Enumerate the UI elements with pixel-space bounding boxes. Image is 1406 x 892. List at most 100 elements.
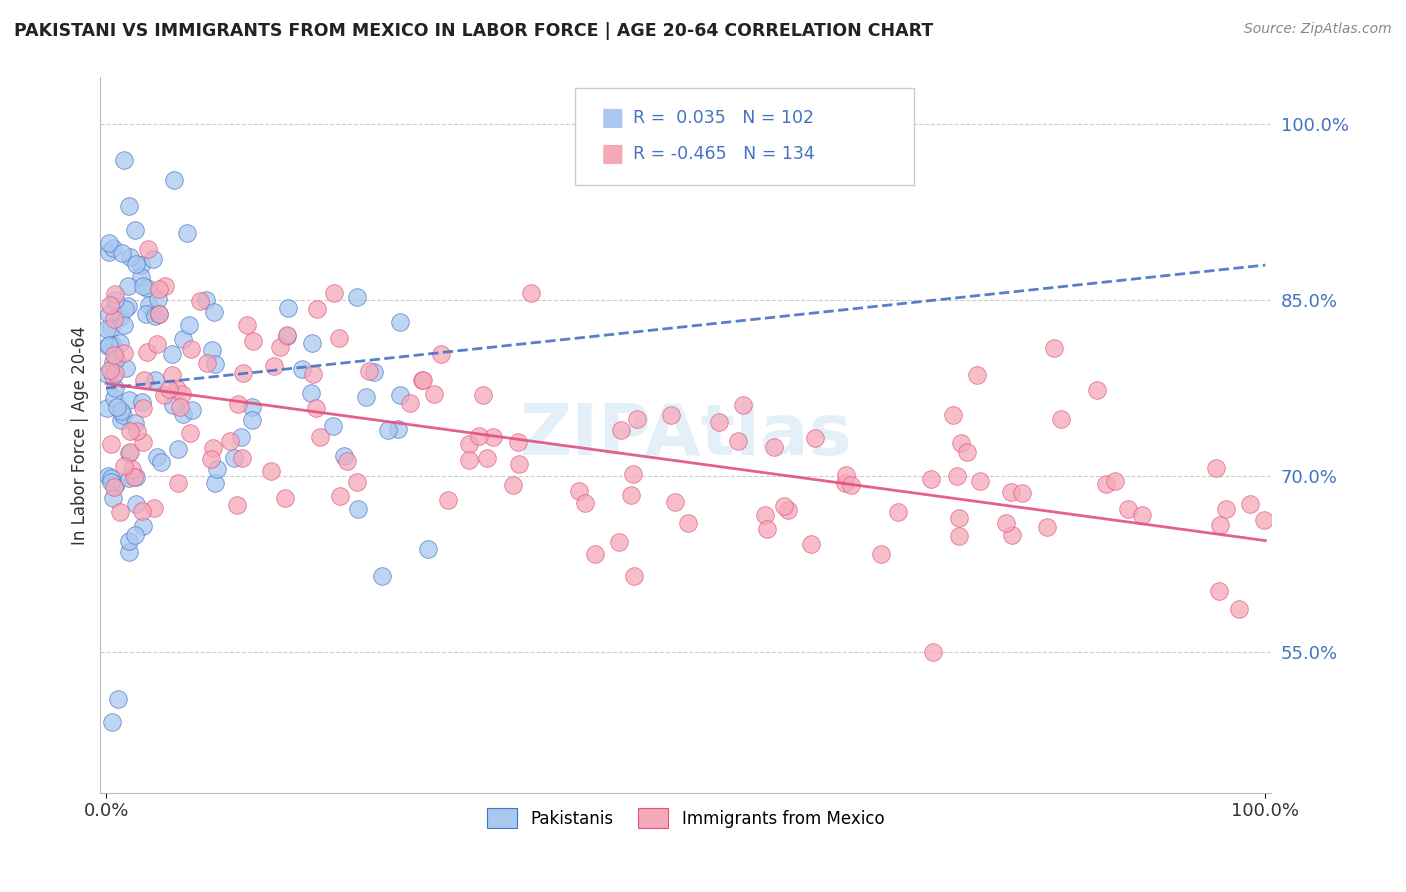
Point	[125, 470, 148, 484]
Point	[101, 369, 124, 384]
Point	[1116, 501, 1139, 516]
Point	[301, 335, 323, 350]
Point	[772, 500, 794, 514]
Point	[124, 527, 146, 541]
Point	[276, 328, 298, 343]
Point	[430, 346, 453, 360]
Point	[195, 356, 218, 370]
Point	[120, 444, 142, 458]
Point	[169, 400, 191, 414]
Point	[921, 645, 943, 659]
Point	[121, 462, 143, 476]
Point	[118, 199, 141, 213]
Point	[302, 367, 325, 381]
Point	[920, 472, 942, 486]
Point	[835, 468, 858, 483]
Point	[143, 309, 166, 323]
Point	[398, 396, 420, 410]
Point	[98, 298, 121, 312]
Point	[107, 691, 129, 706]
Point	[948, 529, 970, 543]
Point	[146, 337, 169, 351]
Point	[98, 236, 121, 251]
Point	[502, 478, 524, 492]
Point	[166, 442, 188, 456]
Point	[709, 415, 731, 429]
Point	[114, 459, 136, 474]
Point	[135, 307, 157, 321]
Point	[112, 318, 135, 333]
Point	[162, 368, 184, 383]
Point	[118, 392, 141, 407]
Point	[202, 304, 225, 318]
Point	[96, 401, 118, 415]
Point	[942, 408, 965, 422]
Point	[101, 715, 124, 730]
Point	[141, 305, 163, 319]
Point	[347, 502, 370, 516]
Text: ZIPAtlas: ZIPAtlas	[519, 401, 852, 469]
Point	[731, 398, 754, 412]
Text: Source: ZipAtlas.com: Source: ZipAtlas.com	[1244, 22, 1392, 37]
Text: ■: ■	[600, 106, 624, 130]
Point	[260, 464, 283, 478]
Point	[134, 372, 156, 386]
FancyBboxPatch shape	[575, 88, 914, 185]
Point	[304, 401, 326, 415]
Point	[118, 445, 141, 459]
Text: PAKISTANI VS IMMIGRANTS FROM MEXICO IN LABOR FORCE | AGE 20-64 CORRELATION CHART: PAKISTANI VS IMMIGRANTS FROM MEXICO IN L…	[14, 22, 934, 40]
Point	[148, 292, 170, 306]
Point	[678, 516, 700, 530]
Point	[163, 172, 186, 186]
Point	[482, 430, 505, 444]
Point	[118, 471, 141, 485]
Point	[506, 434, 529, 449]
Point	[329, 489, 352, 503]
Point	[467, 428, 489, 442]
Point	[162, 347, 184, 361]
Point	[520, 286, 543, 301]
Point	[111, 409, 134, 423]
Point	[172, 407, 194, 421]
Point	[101, 337, 124, 351]
Point	[131, 395, 153, 409]
Point	[727, 434, 749, 449]
Point	[277, 301, 299, 315]
Point	[231, 430, 253, 444]
Point	[224, 450, 246, 465]
Point	[118, 545, 141, 559]
Point	[995, 516, 1018, 530]
Point	[346, 475, 368, 489]
Point	[263, 359, 285, 374]
Point	[412, 373, 434, 387]
Point	[870, 547, 893, 561]
Point	[1001, 528, 1024, 542]
Point	[475, 451, 498, 466]
Point	[142, 252, 165, 266]
Point	[125, 424, 148, 438]
Point	[458, 453, 481, 467]
Point	[240, 413, 263, 427]
Point	[135, 281, 157, 295]
Point	[269, 339, 291, 353]
Point	[166, 382, 188, 396]
Point	[148, 307, 170, 321]
Point	[142, 500, 165, 515]
Point	[132, 279, 155, 293]
Point	[103, 311, 125, 326]
Text: ■: ■	[600, 142, 624, 166]
Point	[1050, 412, 1073, 426]
Point	[336, 454, 359, 468]
Point	[157, 382, 180, 396]
Point	[1011, 486, 1033, 500]
Point	[181, 403, 204, 417]
Point	[105, 351, 128, 366]
Point	[231, 450, 253, 465]
Point	[299, 385, 322, 400]
Point	[377, 423, 399, 437]
Point	[1215, 502, 1237, 516]
Point	[1085, 383, 1108, 397]
Point	[108, 505, 131, 519]
Point	[172, 332, 194, 346]
Point	[96, 322, 118, 336]
